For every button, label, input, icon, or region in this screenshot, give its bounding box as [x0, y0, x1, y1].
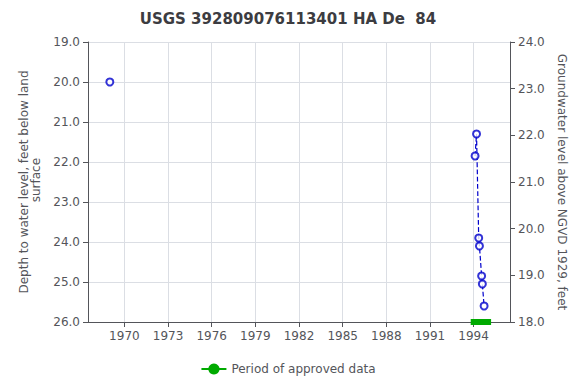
svg-text:1976: 1976 — [196, 329, 227, 343]
svg-text:1994: 1994 — [458, 329, 489, 343]
svg-text:1985: 1985 — [327, 329, 358, 343]
svg-text:21.0: 21.0 — [518, 175, 545, 189]
svg-text:20.0: 20.0 — [518, 222, 545, 236]
svg-text:25.0: 25.0 — [53, 275, 80, 289]
svg-text:23.0: 23.0 — [518, 82, 545, 96]
svg-text:Groundwater level above NGVD 1: Groundwater level above NGVD 1929, feet — [555, 54, 569, 311]
svg-text:1973: 1973 — [153, 329, 184, 343]
svg-text:1970: 1970 — [109, 329, 140, 343]
svg-text:1991: 1991 — [415, 329, 446, 343]
svg-text:23.0: 23.0 — [53, 195, 80, 209]
svg-text:21.0: 21.0 — [53, 115, 80, 129]
svg-text:19.0: 19.0 — [518, 268, 545, 282]
svg-text:USGS 392809076113401 HA De 84: USGS 392809076113401 HA De 84 — [140, 10, 436, 28]
svg-text:Depth to water level, feet bel: Depth to water level, feet below land — [17, 70, 32, 294]
svg-text:Period of approved data: Period of approved data — [231, 362, 375, 376]
svg-text:26.0: 26.0 — [53, 315, 80, 329]
svg-text:18.0: 18.0 — [518, 315, 545, 329]
svg-text:1979: 1979 — [240, 329, 271, 343]
svg-text:24.0: 24.0 — [53, 235, 80, 249]
svg-text:22.0: 22.0 — [518, 128, 545, 142]
svg-text:1988: 1988 — [371, 329, 402, 343]
svg-text:20.0: 20.0 — [53, 75, 80, 89]
svg-text:surface: surface — [29, 158, 43, 206]
svg-text:19.0: 19.0 — [53, 35, 80, 49]
svg-text:1982: 1982 — [284, 329, 315, 343]
svg-text:22.0: 22.0 — [53, 155, 80, 169]
svg-text:24.0: 24.0 — [518, 35, 545, 49]
